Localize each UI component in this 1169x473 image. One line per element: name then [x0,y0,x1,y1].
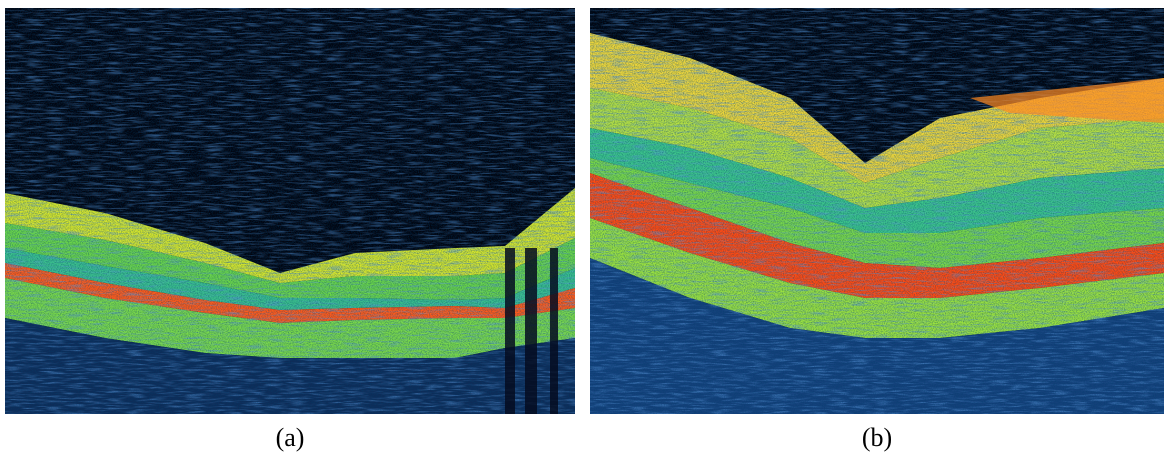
tissue-layer [590,8,1164,414]
caption: (a) [276,423,305,452]
tissue-layer [525,248,537,414]
caption: (b) [862,423,892,452]
tissue-layer [5,8,575,414]
tissue-layer [505,248,515,414]
oct-scan-a [5,8,575,414]
tissue-layer [550,248,558,414]
oct-scan-b [590,8,1164,414]
figure: (a) (b) [0,0,1169,468]
